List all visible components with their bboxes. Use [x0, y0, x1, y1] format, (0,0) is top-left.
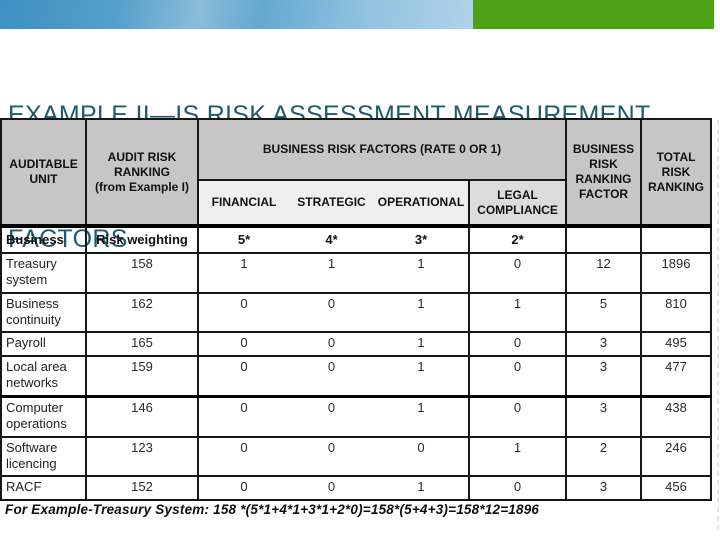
table-row: Computer operations 146 0 0 1 0 3 438 [1, 395, 712, 437]
cell-financial: 0 [198, 331, 289, 357]
cell-unit: Payroll [1, 331, 87, 357]
table-row: RACF 152 0 0 1 0 3 456 [1, 475, 712, 501]
cell-factor: 3 [565, 475, 642, 501]
table-row: Treasury system 158 1 1 1 0 12 1896 [1, 252, 712, 293]
banner-blue-gradient [0, 0, 473, 29]
cell-unit: RACF [1, 475, 87, 501]
cell-weights-strategic: 4* [289, 224, 374, 253]
cell-legal: 0 [467, 331, 567, 357]
table-row: Software licencing 123 0 0 0 1 2 246 [1, 435, 712, 477]
cell-unit: Computer operations [1, 395, 87, 437]
cell-total: 438 [640, 395, 712, 437]
cell-weights-operational: 3* [374, 224, 469, 253]
cell-ranking: 146 [86, 395, 199, 437]
cell-weights-factor [565, 224, 642, 253]
banner-green-block [473, 0, 714, 29]
cell-legal: 0 [467, 395, 567, 437]
formula-footnote: For Example-Treasury System: 158 *(5*1+4… [5, 502, 540, 518]
table-row: Local area networks 159 0 0 1 0 3 477 [1, 355, 712, 397]
cell-legal: 1 [467, 435, 567, 477]
cell-strategic: 1 [289, 252, 374, 293]
cell-financial: 0 [198, 435, 289, 477]
cell-financial: 1 [198, 252, 289, 293]
cell-factor: 5 [565, 291, 642, 333]
cell-financial: 0 [198, 475, 289, 501]
cell-weights-label: Business [1, 224, 87, 253]
header-total-risk-ranking: TOTAL RISK RANKING [641, 118, 712, 226]
header-business-risk-ranking-factor: BUSINESS RISK RANKING FACTOR [565, 118, 643, 226]
table-row: Business continuity 162 0 0 1 1 5 810 [1, 291, 712, 333]
cell-total: 246 [640, 435, 712, 477]
cell-weights-total [640, 224, 712, 253]
cell-strategic: 0 [289, 395, 374, 437]
cell-factor: 3 [565, 355, 642, 397]
cell-operational: 1 [374, 291, 469, 333]
cell-legal: 1 [467, 291, 567, 333]
cell-ranking: 123 [86, 435, 199, 477]
header-audit-risk-ranking-sub: (from Example I) [94, 179, 190, 194]
cell-operational: 1 [374, 355, 469, 397]
cell-strategic: 0 [289, 331, 374, 357]
cell-legal: 0 [467, 252, 567, 293]
header-business-risk-factors-group: BUSINESS RISK FACTORS (RATE 0 OR 1) [198, 118, 567, 181]
cell-factor: 3 [565, 331, 642, 357]
cell-total: 477 [640, 355, 712, 397]
top-banner [0, 0, 720, 29]
risk-table-area: AUDITABLE UNIT AUDIT RISK RANKING (from … [0, 118, 713, 518]
header-legal-compliance: LEGAL COMPLIANCE [467, 179, 567, 226]
cell-unit: Software licencing [1, 435, 87, 477]
cell-weights-financial: 5* [198, 224, 289, 253]
cell-operational: 1 [374, 331, 469, 357]
header-audit-risk-ranking: AUDIT RISK RANKING (from Example I) [86, 118, 199, 226]
header-audit-risk-ranking-label: AUDIT RISK RANKING [107, 149, 177, 179]
cell-factor: 2 [565, 435, 642, 477]
cell-total: 495 [640, 331, 712, 357]
cell-factor: 3 [565, 395, 642, 437]
cell-strategic: 0 [289, 355, 374, 397]
cell-ranking: 159 [86, 355, 199, 397]
cell-weights-legal: 2* [467, 224, 567, 253]
cell-total: 456 [640, 475, 712, 501]
cell-operational: 1 [374, 475, 469, 501]
cell-ranking: 158 [86, 252, 199, 293]
cell-ranking: 165 [86, 331, 199, 357]
header-strategic: STRATEGIC [289, 179, 374, 226]
header-auditable-unit: AUDITABLE UNIT [1, 118, 87, 226]
cell-unit: Business continuity [1, 291, 87, 333]
cell-factor: 12 [565, 252, 642, 293]
cell-total: 810 [640, 291, 712, 333]
cell-total: 1896 [640, 252, 712, 293]
cell-ranking: 162 [86, 291, 199, 333]
cell-financial: 0 [198, 395, 289, 437]
cell-strategic: 0 [289, 291, 374, 333]
risk-assessment-table: AUDITABLE UNIT AUDIT RISK RANKING (from … [0, 118, 713, 502]
cell-unit: Treasury system [1, 252, 87, 293]
cell-operational: 0 [374, 435, 469, 477]
cell-legal: 0 [467, 475, 567, 501]
weights-row: Business Risk weighting 5* 4* 3* 2* [1, 224, 712, 253]
header-financial: FINANCIAL [198, 179, 289, 226]
cell-financial: 0 [198, 355, 289, 397]
table-row: Payroll 165 0 0 1 0 3 495 [1, 331, 712, 357]
cell-operational: 1 [374, 252, 469, 293]
scan-edge-artifact [717, 120, 719, 530]
cell-weights-ranking: Risk weighting [86, 224, 199, 253]
cell-legal: 0 [467, 355, 567, 397]
header-operational: OPERATIONAL [374, 179, 469, 226]
cell-ranking: 152 [86, 475, 199, 501]
cell-operational: 1 [374, 395, 469, 437]
cell-strategic: 0 [289, 475, 374, 501]
cell-financial: 0 [198, 291, 289, 333]
cell-strategic: 0 [289, 435, 374, 477]
cell-unit: Local area networks [1, 355, 87, 397]
